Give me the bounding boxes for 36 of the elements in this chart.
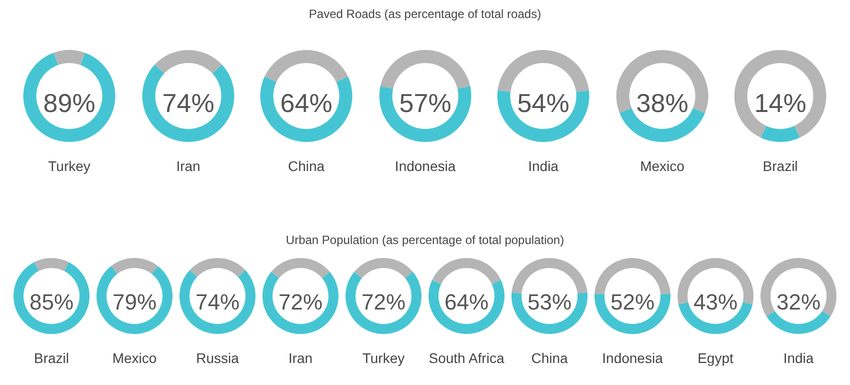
data-label: 79%: [112, 290, 157, 314]
slice-label: India: [528, 158, 559, 174]
data-label: 89%: [43, 88, 96, 118]
slice-label: Brazil: [763, 158, 798, 174]
slice-label: Indonesia: [602, 350, 664, 366]
data-label: 38%: [636, 88, 688, 118]
data-label: 54%: [518, 88, 570, 118]
slice-label: China: [531, 350, 568, 366]
slice-label: Russia: [196, 350, 240, 366]
data-label: 43%: [693, 290, 738, 314]
text: Paved Roads (as percentage of total roads): [308, 6, 542, 23]
data-label: 53%: [527, 290, 572, 314]
data-label: 64%: [280, 88, 332, 118]
slice-label: Brazil: [34, 350, 70, 366]
slice-label: Egypt: [698, 350, 734, 366]
text: Urban Population (as percentage of total population): [284, 232, 566, 249]
slice-label: Iran: [288, 350, 313, 366]
data-label: 72%: [278, 290, 323, 314]
slice-label: Turkey: [48, 158, 90, 174]
data-label: 85%: [29, 290, 74, 314]
slice-label: China: [288, 158, 325, 174]
data-label: 14%: [754, 88, 807, 118]
slice-label: Mexico: [640, 158, 684, 174]
slice-label: Indonesia: [394, 158, 456, 174]
slice-label: Iran: [176, 158, 200, 174]
slice-label: South Africa: [428, 350, 504, 366]
data-label: 74%: [162, 88, 214, 118]
data-label: 32%: [776, 290, 821, 314]
slice-label: Turkey: [362, 350, 405, 366]
data-label: 72%: [361, 290, 406, 314]
data-label: 57%: [398, 88, 451, 118]
data-label: 74%: [195, 290, 240, 314]
data-label: 52%: [610, 290, 655, 314]
slice-label: India: [783, 350, 814, 366]
slice-label: Mexico: [112, 350, 157, 366]
data-label: 64%: [444, 290, 489, 314]
